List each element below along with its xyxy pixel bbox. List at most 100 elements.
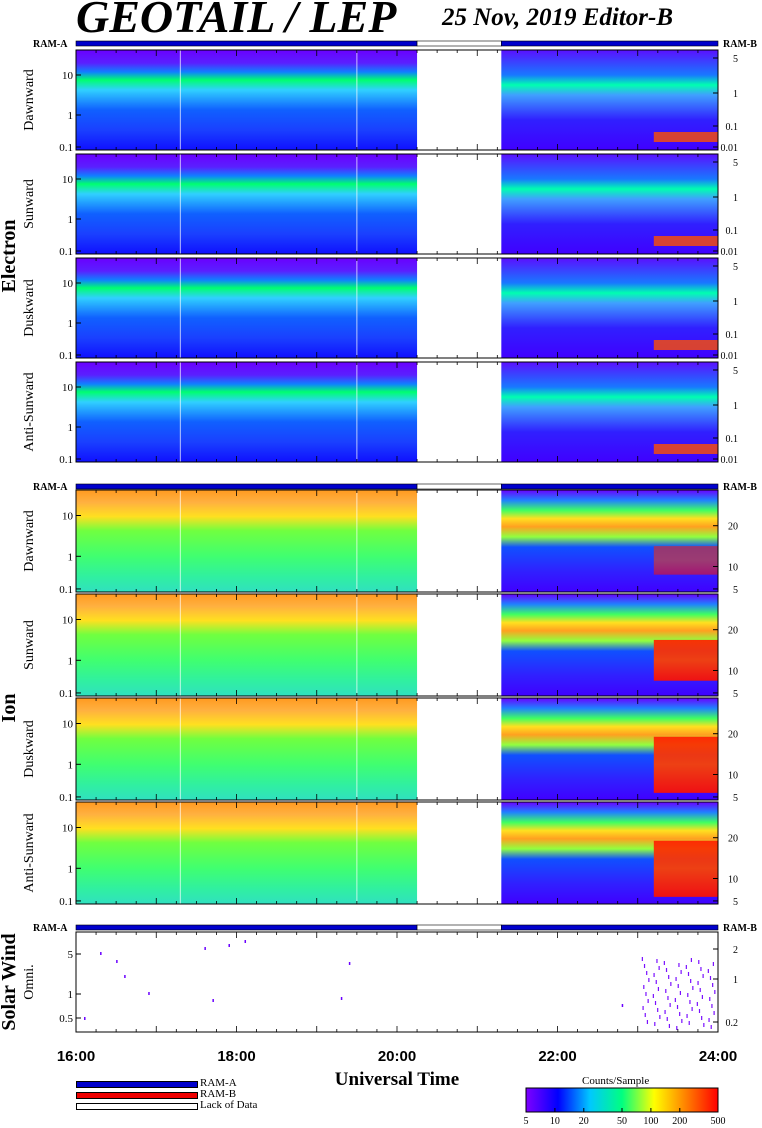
left-tick-label: 1 xyxy=(68,863,74,875)
colorbar-title: Counts/Sample xyxy=(582,1075,650,1087)
panel-ion-sunward: Sunward 10 1 0.1 20 10 5 xyxy=(22,593,738,700)
colorbar-tick-label: 200 xyxy=(672,1116,687,1127)
x-tick-label: 18:00 xyxy=(217,1048,255,1065)
solar-wind-point xyxy=(689,1000,691,1004)
solar-wind-point xyxy=(680,970,682,974)
right-tick-label: 5 xyxy=(733,54,738,65)
solar-wind-point xyxy=(701,1016,703,1020)
solar-wind-point xyxy=(664,1010,666,1014)
solar-wind-point xyxy=(643,985,645,989)
solar-wind-point xyxy=(709,976,712,980)
solar-wind-point xyxy=(653,973,655,977)
panel-label: Sunward xyxy=(22,620,37,670)
solar-wind-point xyxy=(84,1017,86,1020)
solar-wind-point xyxy=(690,958,692,962)
solar-wind-point xyxy=(116,960,118,963)
hot-region xyxy=(653,444,718,454)
solar-wind-point xyxy=(701,995,703,999)
solar-wind-point xyxy=(646,1020,649,1024)
legend-label-ram-b: RAM-B xyxy=(200,1088,237,1100)
left-tick-label: 10 xyxy=(62,719,74,731)
left-tick-label: 10 xyxy=(62,278,74,290)
solar-wind-point xyxy=(665,989,667,993)
x-tick-label: 22:00 xyxy=(538,1048,576,1065)
solar-wind-point xyxy=(676,1026,678,1030)
hot-region xyxy=(653,132,718,142)
hot-region xyxy=(653,736,718,793)
right-tick-label: 1 xyxy=(733,297,738,308)
left-tick-label: 0.1 xyxy=(59,142,73,154)
panel-frame xyxy=(75,931,719,1033)
left-tick-label: 5 xyxy=(68,949,74,961)
solar-wind-point xyxy=(709,997,711,1001)
solar-wind-point xyxy=(676,1005,679,1009)
solar-wind-point xyxy=(348,962,351,965)
left-tick-label: 0.1 xyxy=(59,688,73,700)
hot-region xyxy=(653,639,718,681)
solar-wind-point xyxy=(690,979,692,983)
spectrogram-left xyxy=(76,50,418,150)
date-editor-label: 25 Nov, 2019 Editor-B xyxy=(442,4,674,31)
solar-wind-point xyxy=(714,990,716,994)
panel-label: Anti-Sunward xyxy=(22,813,37,892)
panel-solar-wind-omni: Omni. 5 1 0.5 2 1 0.2 xyxy=(22,931,739,1033)
colorbar-tick-label: 5 xyxy=(524,1116,529,1127)
solar-wind-point xyxy=(674,998,676,1002)
right-tick-label: 0.2 xyxy=(726,1018,739,1029)
right-tick-label: 5 xyxy=(733,585,738,596)
solar-wind-point xyxy=(340,997,343,1000)
panel-ion-duskward: Duskward 10 1 0.1 20 10 5 xyxy=(22,697,738,804)
right-tick-label: 20 xyxy=(728,834,738,845)
solar-wind-point xyxy=(654,1001,657,1005)
panel-electron-dawnward: Dawnward 10 1 0.1 5 1 0.1 0.01 xyxy=(22,49,739,154)
colorbar-tick-label: 10 xyxy=(550,1116,560,1127)
legend-swatch-ram-a xyxy=(76,1081,198,1088)
mode-bar-2: RAM-A RAM-B xyxy=(33,482,757,493)
left-tick-label: 0.5 xyxy=(59,1013,73,1025)
right-tick-label: 0.1 xyxy=(726,226,739,237)
solar-wind-point xyxy=(707,969,709,973)
solar-wind-point xyxy=(708,1018,710,1022)
mode-label-right: RAM-B xyxy=(723,923,757,934)
solar-wind-point xyxy=(647,999,649,1003)
left-tick-label: 0.1 xyxy=(59,584,73,596)
solar-wind-point xyxy=(124,975,126,978)
spectrogram-right xyxy=(501,490,718,592)
right-tick-label: 1 xyxy=(733,401,738,412)
right-tick-label: 1 xyxy=(733,975,738,986)
right-tick-label: 10 xyxy=(728,771,738,782)
solar-wind-point xyxy=(656,959,658,963)
right-tick-label: 5 xyxy=(733,262,738,273)
left-tick-label: 0.1 xyxy=(59,350,73,362)
hot-region xyxy=(653,546,718,575)
x-axis-title: Universal Time xyxy=(335,1069,459,1090)
left-tick-label: 0.1 xyxy=(59,896,73,908)
solar-wind-point xyxy=(696,1002,698,1006)
solar-wind-point xyxy=(687,972,690,976)
solar-wind-point xyxy=(712,983,714,987)
solar-wind-point xyxy=(646,971,648,975)
mode-bar-segment xyxy=(75,483,418,490)
solar-wind-point xyxy=(691,1007,693,1011)
solar-wind-point xyxy=(643,964,646,968)
hot-region xyxy=(653,340,718,350)
legend-swatch-ram-b xyxy=(76,1092,198,1099)
group-label-ion: Ion xyxy=(0,694,20,723)
left-tick-label: 1 xyxy=(68,989,74,1001)
mode-bar-segment xyxy=(416,40,502,47)
solar-wind-point xyxy=(677,984,679,988)
mode-label-left: RAM-A xyxy=(33,482,68,493)
solar-wind-point xyxy=(681,1019,683,1023)
left-tick-label: 10 xyxy=(62,70,74,82)
right-tick-label: 0.01 xyxy=(721,143,739,154)
panel-label: Dawnward xyxy=(22,69,37,130)
left-tick-label: 0.1 xyxy=(59,454,73,466)
colorbar-tick-label: 500 xyxy=(711,1116,726,1127)
right-tick-label: 5 xyxy=(733,366,738,377)
panel-electron-sunward: Sunward 10 1 0.1 5 1 0.1 0.01 xyxy=(22,153,739,258)
hot-region xyxy=(653,236,718,246)
group-label-solar-wind: Solar Wind xyxy=(0,933,20,1030)
solar-wind-point xyxy=(655,980,657,984)
solar-wind-point xyxy=(698,1009,701,1013)
panel-label: Anti-Sunward xyxy=(22,372,37,451)
